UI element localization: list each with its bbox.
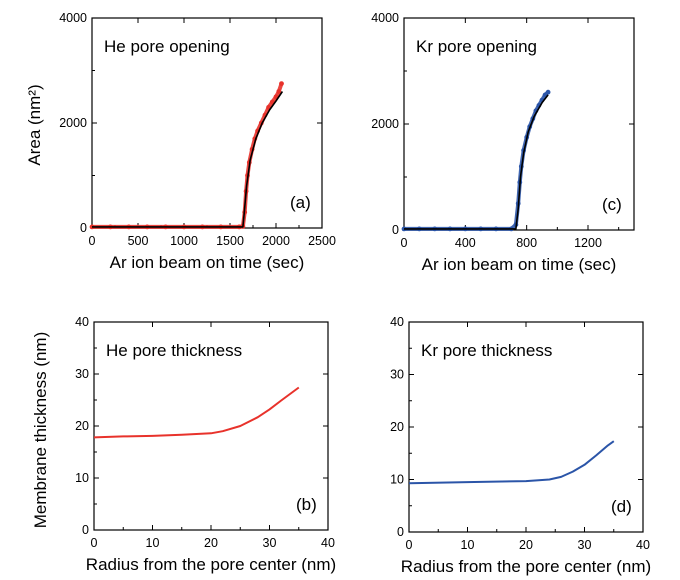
x-tick-label: 40 [321,536,335,550]
x-tick-label: 1000 [170,234,198,248]
x-axis-title: Radius from the pore center (nm) [401,557,651,576]
panel-label: (a) [290,193,311,212]
series-line [408,440,615,485]
fit-line [404,94,549,230]
x-tick-label: 400 [455,236,476,250]
y-tick-label: 40 [390,315,404,329]
y-tick-label: 2000 [59,116,87,130]
area-y-axis-title: Area (nm²) [25,84,44,165]
x-tick-label: 500 [128,234,149,248]
y-tick-label: 0 [397,525,404,539]
y-tick-label: 0 [392,223,399,237]
panel-label: (c) [602,195,622,214]
thickness-y-axis-title: Membrane thickness (nm) [31,332,50,529]
y-tick-label: 4000 [371,11,399,25]
panel-label: (b) [296,495,317,514]
y-tick-label: 0 [82,523,89,537]
x-tick-label: 1200 [574,236,602,250]
x-axis-title: Radius from the pore center (nm) [86,555,336,574]
x-tick-label: 40 [636,538,650,552]
y-tick-label: 20 [390,420,404,434]
x-tick-label: 10 [146,536,160,550]
x-tick-label: 2000 [262,234,290,248]
panel-d: 0 10 20 30 40 0 10 20 30 40 Kr pore thickness (d) Ra… [390,315,651,576]
y-tick-label: 2000 [371,117,399,131]
panel-b: 0 10 20 30 40 0 10 20 30 40 He pore thickness (b) Ra… [75,315,336,574]
y-tick-label: 30 [75,367,89,381]
x-tick-label: 30 [578,538,592,552]
y-tick-label: 20 [75,419,89,433]
y-tick-label: 10 [390,473,404,487]
data-point-cluster [92,82,284,229]
panel-title: He pore thickness [106,341,242,360]
x-tick-label: 10 [461,538,475,552]
x-tick-label: 0 [401,236,408,250]
x-tick-label: 0 [89,234,96,248]
panel-title: Kr pore thickness [421,341,552,360]
x-tick-label: 20 [204,536,218,550]
y-tick-label: 4000 [59,11,87,25]
data-point-cluster [404,90,550,231]
y-tick-label: 0 [80,221,87,235]
panel-title: Kr pore opening [416,37,537,56]
y-tick-label: 40 [75,315,89,329]
panel-a: 0 500 1000 1500 2000 2500 0 2000 4000 He pore ope… [59,11,336,272]
x-tick-label: 1500 [216,234,244,248]
x-tick-label: 30 [263,536,277,550]
fit-line [92,91,284,228]
x-axis-title: Ar ion beam on time (sec) [422,255,617,274]
panel-label: (d) [611,497,632,516]
x-tick-label: 20 [519,538,533,552]
y-tick-label: 10 [75,471,89,485]
y-tick-label: 30 [390,368,404,382]
x-axis-title: Ar ion beam on time (sec) [110,253,305,272]
panel-title: He pore opening [104,37,230,56]
panel-c: 0 400 800 1200 0 2000 4000 Kr pore opening (c) Ar… [371,11,635,274]
x-tick-label: 800 [516,236,537,250]
series-line [93,386,300,439]
x-tick-label: 2500 [308,234,336,248]
x-tick-label: 0 [91,536,98,550]
x-tick-label: 0 [406,538,413,552]
